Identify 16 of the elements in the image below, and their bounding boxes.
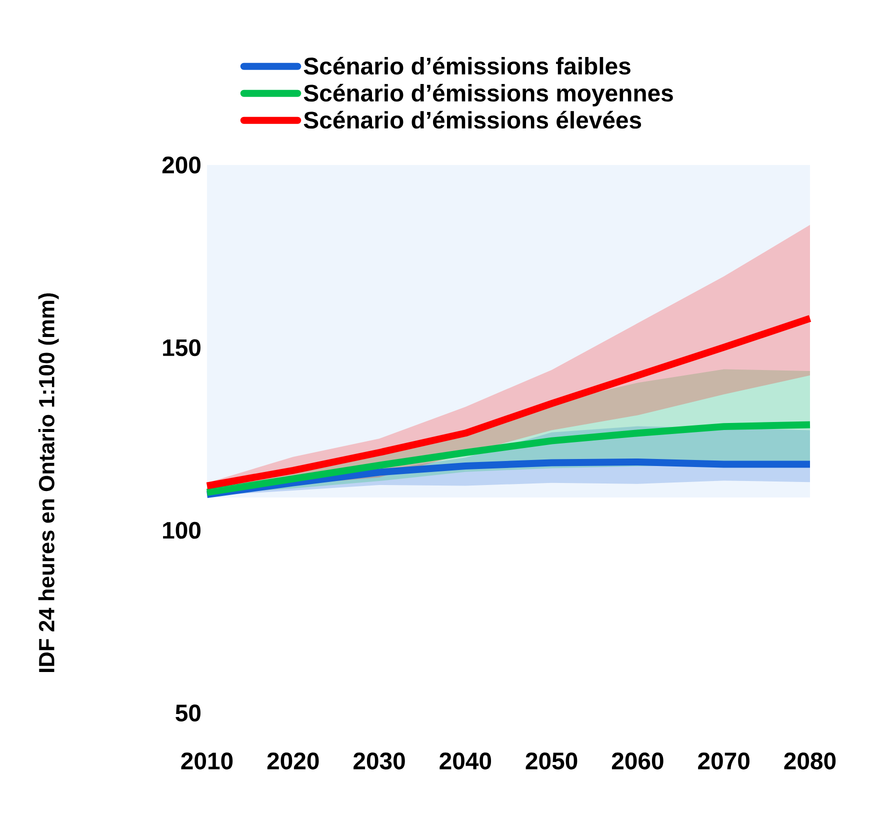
y-axis-title: IDF 24 heures en Ontario 1:100 (mm) [38, 293, 59, 672]
x-tick-label: 2010 [181, 752, 233, 770]
y-tick-label: 100 [163, 522, 200, 539]
x-tick-label: 2050 [526, 752, 578, 770]
x-tick-label: 2070 [698, 752, 750, 770]
x-tick-label: 2060 [612, 752, 664, 770]
y-tick-label: 200 [162, 156, 200, 174]
legend-label: Scénario d’émissions élevées [304, 110, 642, 129]
y-tick-label: 150 [163, 339, 200, 356]
x-tick-label: 2080 [784, 752, 836, 770]
legend-label: Scénario d’émissions faibles [304, 56, 630, 75]
legend-label: Scénario d’émissions moyennes [304, 84, 673, 106]
x-tick-label: 2020 [267, 752, 319, 770]
x-tick-label: 2040 [440, 752, 492, 770]
y-tick-label: 50 [176, 704, 200, 722]
x-tick-label: 2030 [354, 752, 405, 770]
